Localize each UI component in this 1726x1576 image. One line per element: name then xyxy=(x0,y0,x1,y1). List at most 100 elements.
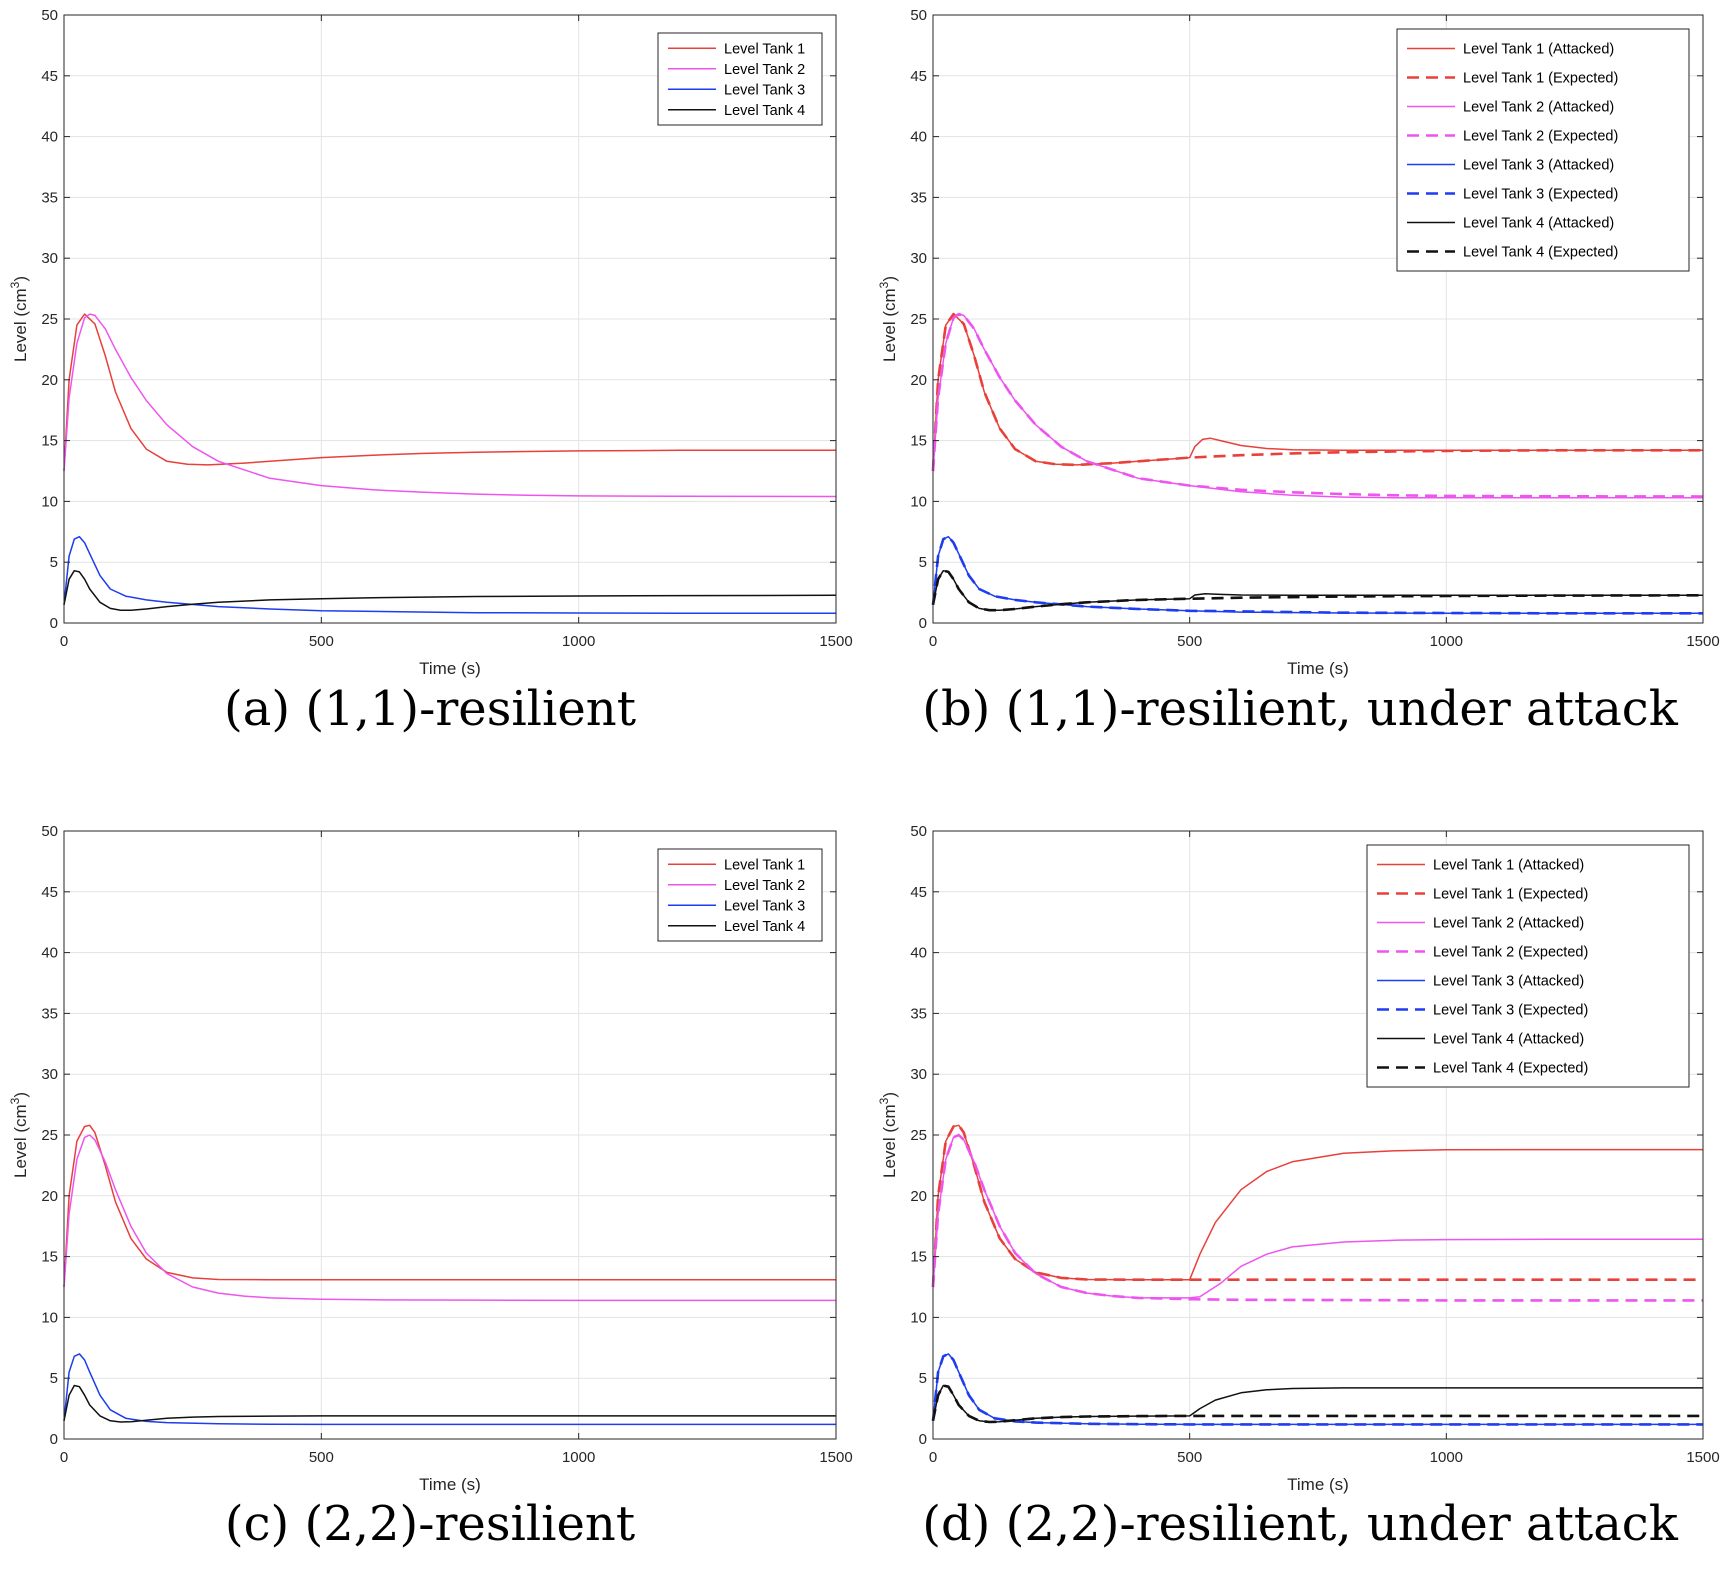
legend-label: Level Tank 1 (Expected) xyxy=(1463,71,1618,87)
y-tick-label: 35 xyxy=(41,1005,58,1022)
y-tick-label: 20 xyxy=(910,372,927,389)
series-line-6 xyxy=(931,1352,1703,1426)
series-line-6 xyxy=(931,535,1703,615)
y-tick-label: 40 xyxy=(910,129,927,146)
legend-label: Level Tank 3 (Expected) xyxy=(1463,187,1618,203)
y-tick-label: 15 xyxy=(910,1249,927,1266)
y-tick-label: 45 xyxy=(41,884,58,901)
y-tick-label: 15 xyxy=(41,433,58,450)
panel-caption: (b) (1,1)-resilient, under attack xyxy=(922,681,1678,737)
y-axis-label-superscript: 3 xyxy=(877,1097,891,1104)
y-tick-label: 50 xyxy=(910,7,927,24)
x-axis-label: Time (s) xyxy=(1287,659,1349,678)
legend-box xyxy=(1396,28,1690,272)
series-line-3 xyxy=(63,535,836,615)
legend-label: Level Tank 2 (Expected) xyxy=(1463,129,1618,145)
y-tick-label: 45 xyxy=(41,68,58,85)
legend: Level Tank 1 (Attacked) Level Tank 1 (Exp… xyxy=(1366,844,1690,1088)
x-tick-label: 1000 xyxy=(562,1449,595,1466)
y-tick-label: 0 xyxy=(919,1431,927,1448)
legend-label: Level Tank 4 xyxy=(724,919,805,935)
legend-label: Level Tank 2 xyxy=(724,878,805,894)
y-tick-label: 5 xyxy=(50,554,58,571)
y-axis-label-close: ) xyxy=(11,276,30,282)
y-tick-label: 20 xyxy=(41,372,58,389)
y-tick-label: 25 xyxy=(41,1127,58,1144)
y-tick-label: 40 xyxy=(41,945,58,962)
legend-label: Level Tank 1 xyxy=(724,41,805,57)
x-tick-label: 1000 xyxy=(562,633,595,650)
series-line-3 xyxy=(63,1353,836,1426)
series-line-8 xyxy=(931,1384,1703,1424)
legend-label: Level Tank 3 (Attacked) xyxy=(1433,974,1584,990)
x-axis-label: Time (s) xyxy=(419,1475,481,1494)
y-tick-label: 45 xyxy=(910,884,927,901)
x-tick-label: 500 xyxy=(309,633,334,650)
y-tick-label: 0 xyxy=(50,1431,58,1448)
series-line-2 xyxy=(63,313,837,498)
y-tick-label: 50 xyxy=(41,7,58,24)
x-tick-label: 1500 xyxy=(1686,633,1719,650)
y-axis-label-close: ) xyxy=(880,276,899,282)
legend-box xyxy=(1366,844,1690,1088)
legend-label: Level Tank 1 (Expected) xyxy=(1433,887,1588,903)
y-tick-label: 50 xyxy=(41,823,58,840)
y-axis-label-superscript: 3 xyxy=(8,1097,22,1104)
x-tick-label: 1500 xyxy=(819,633,852,650)
legend-label: Level Tank 4 xyxy=(724,103,805,119)
y-axis-label-text: Level (cm xyxy=(880,1104,899,1178)
legend-label: Level Tank 3 xyxy=(724,898,805,914)
y-axis-label-superscript: 3 xyxy=(8,281,22,288)
y-tick-label: 25 xyxy=(910,311,927,328)
x-tick-label: 0 xyxy=(929,1449,937,1466)
y-axis-label: Level (cm3) xyxy=(8,276,30,362)
y-tick-label: 30 xyxy=(41,1066,58,1083)
y-tick-label: 10 xyxy=(910,493,927,510)
y-tick-label: 40 xyxy=(910,945,927,962)
legend-label: Level Tank 1 (Attacked) xyxy=(1433,858,1584,874)
series-line-2 xyxy=(931,312,1703,472)
y-axis-label-text: Level (cm xyxy=(880,288,899,362)
x-tick-label: 0 xyxy=(60,633,68,650)
y-tick-label: 10 xyxy=(41,1309,58,1326)
x-tick-label: 1500 xyxy=(819,1449,852,1466)
y-tick-label: 15 xyxy=(910,433,927,450)
x-tick-label: 1000 xyxy=(1430,633,1463,650)
panel-caption: (d) (2,2)-resilient, under attack xyxy=(922,1496,1678,1552)
x-tick-label: 500 xyxy=(1177,1449,1202,1466)
y-axis-label-text: Level (cm xyxy=(11,1104,30,1178)
series-line-1 xyxy=(63,313,836,472)
legend-label: Level Tank 3 xyxy=(724,82,805,98)
y-tick-label: 30 xyxy=(910,1066,927,1083)
x-axis-label: Time (s) xyxy=(1287,1475,1349,1494)
x-tick-label: 1500 xyxy=(1686,1449,1719,1466)
legend-label: Level Tank 2 (Attacked) xyxy=(1463,100,1614,116)
series-line-4 xyxy=(931,1133,1703,1302)
panel-caption: (c) (2,2)-resilient xyxy=(225,1496,635,1552)
y-tick-label: 30 xyxy=(41,250,58,267)
series-line-4 xyxy=(63,1384,836,1423)
y-axis-label: Level (cm3) xyxy=(877,1092,899,1178)
legend-label: Level Tank 2 (Attacked) xyxy=(1433,916,1584,932)
y-tick-label: 45 xyxy=(910,68,927,85)
series-line-1 xyxy=(63,1124,836,1288)
x-tick-label: 0 xyxy=(929,633,937,650)
y-tick-label: 35 xyxy=(910,189,927,206)
panel-caption: (a) (1,1)-resilient xyxy=(224,681,636,737)
x-tick-label: 500 xyxy=(1177,633,1202,650)
legend-label: Level Tank 3 (Attacked) xyxy=(1463,158,1614,174)
y-tick-label: 10 xyxy=(910,1309,927,1326)
legend: Level Tank 1 Level Tank 2 Level Tank 3 Leve… xyxy=(657,848,823,942)
y-axis-label-close: ) xyxy=(880,1092,899,1098)
y-tick-label: 30 xyxy=(910,250,927,267)
legend-label: Level Tank 4 (Expected) xyxy=(1463,245,1618,261)
series-line-8 xyxy=(931,569,1704,612)
x-tick-label: 500 xyxy=(309,1449,334,1466)
y-axis-label: Level (cm3) xyxy=(8,1092,30,1178)
series-line-2 xyxy=(63,1134,836,1302)
